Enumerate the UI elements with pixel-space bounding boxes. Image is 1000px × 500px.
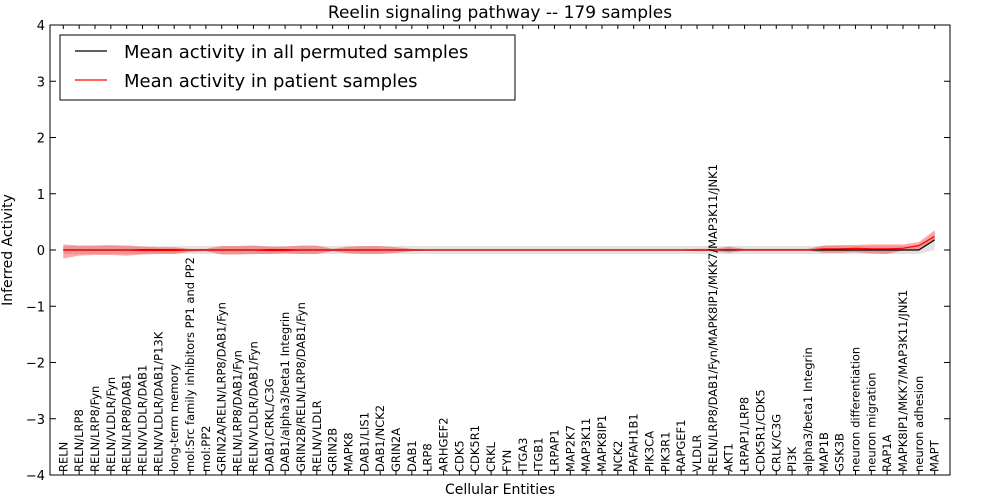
x-axis-label: Cellular Entities — [445, 482, 555, 498]
x-tick-label-14: DAB1/alpha3/beta1 Integrin — [278, 312, 292, 472]
y-tick-label-6: 2 — [37, 132, 45, 147]
x-tick-label-53: MAPK8IP1/MKK7/MAP3K11/JNK1 — [896, 290, 910, 472]
confidence-bands — [63, 230, 935, 259]
series-lines — [63, 235, 936, 252]
x-tick-label-37: PIK3CA — [643, 431, 657, 472]
x-tick-label-11: RELN/LRP8/DAB1/Fyn — [231, 350, 245, 472]
x-tick-label-54: neuron adhesion — [912, 376, 926, 472]
x-tick-label-48: MAP1B — [817, 432, 831, 472]
x-tick-label-52: RAP1A — [880, 434, 894, 472]
legend-label-patient: Mean activity in patient samples — [124, 71, 418, 92]
x-tick-label-38: PIK3R1 — [658, 432, 672, 473]
x-tick-label-22: DAB1 — [405, 440, 419, 472]
chart-title: Reelin signaling pathway -- 179 samples — [328, 3, 672, 23]
x-tick-label-3: RELN/VLDLR/Fyn — [104, 377, 118, 472]
x-tick-label-20: DAB1/NCK2 — [373, 405, 387, 472]
x-tick-label-45: CRLK/C3G — [769, 414, 783, 472]
x-tick-label-29: ITGA3 — [516, 437, 530, 472]
x-tick-label-18: MAPK8 — [341, 432, 355, 472]
x-tick-label-35: NCK2 — [611, 441, 625, 473]
x-tick-label-34: MAPK8IP1 — [595, 415, 609, 472]
y-tick-label-1: −3 — [26, 413, 45, 428]
x-tick-label-7: long-term memory — [167, 364, 181, 472]
x-tick-labels: RELN RELN/LRP8 RELN/LRP8/Fyn RELN/VLDLR/Fyn… — [56, 164, 941, 472]
y-tick-label-4: 0 — [37, 244, 45, 259]
x-tick-label-23: LRP8 — [421, 443, 435, 472]
x-tick-label-5: RELN/VLDLR/DAB1 — [136, 365, 150, 472]
x-tick-label-47: alpha3/beta1 Integrin — [801, 347, 815, 472]
y-tick-label-2: −2 — [26, 357, 45, 372]
x-tick-label-41: RELN/LRP8/DAB1/Fyn/MAPK8IP1/MKK7/MAP3K11… — [706, 164, 720, 472]
x-ticks — [62, 25, 936, 475]
x-tick-label-33: MAP3K11 — [579, 418, 593, 472]
x-tick-label-30: ITGB1 — [532, 437, 546, 472]
x-tick-label-36: PAFAH1B1 — [627, 413, 641, 472]
x-tick-label-2: RELN/LRP8/Fyn — [88, 386, 102, 472]
x-tick-label-10: GRIN2A/RELN/LRP8/DAB1/Fyn — [215, 302, 229, 472]
x-tick-label-32: MAP2K7 — [563, 425, 577, 472]
y-tick-label-0: −4 — [26, 469, 45, 484]
x-tick-label-31: LRPAP1 — [547, 429, 561, 472]
x-tick-label-12: RELN/VLDLR/DAB1/Fyn — [246, 341, 260, 472]
x-tick-label-6: RELN/VLDLR/DAB1/P13K — [151, 331, 165, 472]
x-tick-label-26: CDK5R1 — [468, 425, 482, 472]
x-tick-label-17: GRIN2B — [326, 428, 340, 472]
x-tick-label-51: neuron migration — [864, 372, 878, 472]
y-axis-label: Inferred Activity — [0, 194, 16, 306]
x-tick-label-1: RELN/LRP8 — [72, 409, 86, 472]
x-tick-label-16: RELN/VLDLR — [310, 400, 324, 472]
x-tick-label-21: GRIN2A — [389, 428, 403, 472]
x-tick-label-43: LRPAP1/LRP8 — [738, 397, 752, 472]
x-tick-label-0: RELN — [56, 442, 70, 472]
series-line-patient — [63, 235, 935, 252]
x-tick-label-13: DAB1/CRKL/C3G — [262, 378, 276, 472]
x-tick-label-44: CDK5R1/CDK5 — [753, 389, 767, 472]
x-tick-label-4: RELN/LRP8/DAB1 — [120, 374, 134, 472]
y-tick-label-7: 3 — [37, 75, 45, 90]
x-tick-label-8: mol:Src family inhibitors PP1 and PP2 — [183, 257, 197, 472]
x-tick-label-42: AKT1 — [722, 443, 736, 472]
x-tick-label-49: GSK3B — [833, 433, 847, 472]
x-tick-label-28: FYN — [500, 450, 514, 472]
y-ticks: −4 −3 −2 −1 0 1 2 3 4 — [26, 19, 950, 484]
x-tick-label-25: CDK5 — [452, 440, 466, 472]
legend: Mean activity in all permuted samples Me… — [59, 34, 516, 101]
x-tick-label-46: PI3K — [785, 446, 799, 472]
x-tick-label-15: GRIN2B/RELN/LRP8/DAB1/Fyn — [294, 302, 308, 472]
x-tick-label-50: neuron differentiation — [848, 347, 862, 472]
y-tick-label-5: 1 — [37, 188, 45, 203]
x-tick-label-9: mol:PP2 — [199, 425, 213, 472]
band-patient — [63, 230, 935, 259]
y-tick-label-3: −1 — [26, 300, 45, 315]
x-tick-label-27: CRKL — [484, 441, 498, 472]
x-tick-label-24: ARHGEF2 — [437, 417, 451, 472]
y-tick-label-8: 4 — [37, 19, 45, 34]
x-tick-label-40: VLDLR — [690, 434, 704, 472]
plot-area: −4 −3 −2 −1 0 1 2 3 4 RELN RELN/LRP8 RELN/LRP8/Fyn… — [26, 19, 951, 484]
x-tick-label-39: RAPGEF1 — [674, 420, 688, 472]
x-tick-label-55: MAPT — [928, 439, 942, 472]
band-permuted — [63, 233, 935, 254]
x-tick-label-19: DAB1/LIS1 — [357, 412, 371, 472]
legend-label-permuted: Mean activity in all permuted samples — [124, 42, 468, 63]
legend-box — [59, 34, 516, 101]
